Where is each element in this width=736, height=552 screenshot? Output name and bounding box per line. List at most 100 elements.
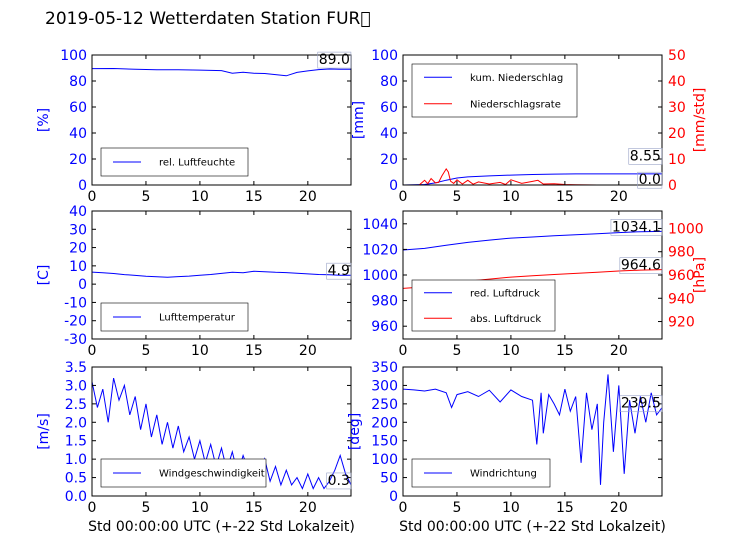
- x-tick-label-humidity: 20: [299, 189, 317, 205]
- x-tick-label-windspeed: 0: [88, 500, 97, 516]
- x-tick-label-precipitation: 15: [556, 189, 574, 205]
- last-value-label-windspeed: 0.3: [328, 473, 350, 489]
- last-value-label-humidity-box: [317, 51, 352, 69]
- y-tick-label-temperature: 0: [78, 277, 87, 293]
- y-tick-label-precipitation: 80: [380, 74, 398, 90]
- last-value-label-winddirection: 239.5: [621, 396, 661, 412]
- x-tick-label-winddirection: 10: [502, 500, 520, 516]
- y2-tick-label-precipitation: 20: [668, 126, 686, 142]
- y-tick-label-pressure: 1020: [362, 242, 398, 258]
- x-tick-label-pressure: 15: [556, 343, 574, 359]
- y-tick-label-temperature: -10: [64, 295, 87, 311]
- y2-tick-label-precipitation: 10: [668, 152, 686, 168]
- x-tick-label-precipitation: 5: [452, 189, 461, 205]
- y-tick-label-humidity: 0: [78, 178, 87, 194]
- legend-label-pressure-1: abs. Luftdruck: [470, 314, 541, 325]
- series-line-pressure-0: [403, 230, 662, 251]
- y-tick-label-temperature: 40: [69, 204, 87, 220]
- x-tick-label-windspeed: 20: [299, 500, 317, 516]
- y-tick-label-precipitation: 20: [380, 152, 398, 168]
- x-tick-label-windspeed: 10: [191, 500, 209, 516]
- y-axis-label-winddirection: [deg]: [347, 413, 363, 450]
- series-line-windspeed-0: [92, 377, 351, 490]
- x-tick-label-windspeed: 15: [245, 500, 263, 516]
- x-tick-label-precipitation: 0: [399, 189, 408, 205]
- x-tick-label-winddirection: 15: [556, 500, 574, 516]
- legend-label-pressure-0: red. Luftdruck: [470, 288, 540, 299]
- chart-windspeed: 0 5 10 15 20 0.0 0.5 1.0 1.5 2.0 2.5 3.0 3.5 [m/s] Std…: [36, 360, 355, 535]
- series-line-winddirection-0: [403, 374, 662, 485]
- last-value-label-temperature: 4.9: [328, 263, 350, 279]
- axes-frame-precipitation: [402, 54, 663, 186]
- x-tick-label-humidity: 0: [88, 189, 97, 205]
- x-tick-label-temperature: 20: [299, 343, 317, 359]
- last-value-label-precipitation-box: [628, 148, 663, 165]
- legend-label-precipitation-0: kum. Niederschlag: [470, 73, 563, 84]
- last-value-label-pressure-box: [610, 219, 663, 236]
- y-tick-label-winddirection: 150: [371, 434, 398, 450]
- axes-frame-windspeed: [91, 366, 352, 497]
- legend-label-winddirection-0: Windrichtung: [470, 469, 537, 480]
- y-tick-label-precipitation: 40: [380, 126, 398, 142]
- x-tick-label-pressure: 0: [399, 343, 408, 359]
- legend-label-precipitation-1: Niederschlagsrate: [470, 99, 561, 110]
- y2-tick-label-pressure: 960: [668, 268, 695, 284]
- y2-tick-label-precipitation: 30: [668, 100, 686, 116]
- y-tick-label-windspeed: 0.5: [65, 471, 87, 487]
- y2-axis-label-pressure: [hPa]: [692, 257, 708, 293]
- last-value-label-winddirection-box: [619, 395, 663, 413]
- series-line-precipitation-1: [403, 167, 662, 185]
- x-tick-label-temperature: 10: [191, 343, 209, 359]
- y-tick-label-winddirection: 100: [371, 452, 398, 468]
- x-tick-label-temperature: 15: [245, 343, 263, 359]
- y-tick-label-temperature: 30: [69, 222, 87, 238]
- x-tick-label-pressure: 20: [610, 343, 628, 359]
- x-tick-label-winddirection: 0: [399, 500, 408, 516]
- y-axis-label-precipitation: [mm]: [351, 101, 367, 139]
- series-line-humidity-0: [92, 67, 351, 77]
- y2-tick-label-precipitation: 40: [668, 74, 686, 90]
- y-tick-label-temperature: 20: [69, 241, 87, 257]
- y-tick-label-humidity: 40: [69, 126, 87, 142]
- y-tick-label-precipitation: 0: [389, 178, 398, 194]
- y-tick-label-winddirection: 50: [380, 471, 398, 487]
- legend-label-humidity-0: rel. Luftfeuchte: [159, 158, 235, 169]
- y-tick-label-pressure: 1040: [362, 217, 398, 233]
- chart-pressure: 0 5 10 15 20 960 980 1000 1020 1040 920 940 960 980 10…: [362, 210, 708, 359]
- x-tick-label-temperature: 5: [141, 343, 150, 359]
- axes-frame-winddirection: [402, 366, 663, 497]
- y-tick-label-humidity: 20: [69, 152, 87, 168]
- x-axis-label-winddirection: Std 00:00:00 UTC (+-22 Std Lokalzeit): [399, 519, 666, 535]
- last-value-label-pressure: 1034.1: [612, 219, 661, 235]
- y-tick-label-winddirection: 350: [371, 360, 398, 376]
- chart-temperature: 0 5 10 15 20 -30 -20 -10 0 10 20 30 40 [C] Lufttempera…: [36, 204, 352, 359]
- y-tick-label-windspeed: 3.5: [65, 360, 87, 376]
- x-tick-label-winddirection: 20: [610, 500, 628, 516]
- x-tick-label-precipitation: 20: [610, 189, 628, 205]
- y2-tick-label-pressure: 980: [668, 245, 695, 261]
- y2-tick-label-precipitation: 50: [668, 48, 686, 64]
- y-tick-label-precipitation: 100: [371, 48, 398, 64]
- y-tick-label-windspeed: 3.0: [65, 378, 87, 394]
- chart-precipitation: 0 5 10 15 20 0 20 40 60 80 100 0 10 20 30 40 50 [mm/std] […: [351, 48, 708, 205]
- y-tick-label-winddirection: 200: [371, 415, 398, 431]
- y-axis-label-windspeed: [m/s]: [36, 413, 52, 450]
- y-tick-label-winddirection: 0: [389, 489, 398, 505]
- legend-box-pressure: [411, 279, 556, 332]
- x-tick-label-precipitation: 10: [502, 189, 520, 205]
- y-tick-label-windspeed: 1.0: [65, 452, 87, 468]
- y-tick-label-windspeed: 2.0: [65, 415, 87, 431]
- x-tick-label-temperature: 0: [88, 343, 97, 359]
- figure-title: 2019-05-12 Wetterdaten Station FUR : [45, 9, 371, 29]
- x-tick-label-pressure: 5: [452, 343, 461, 359]
- x-tick-label-humidity: 10: [191, 189, 209, 205]
- y-tick-label-winddirection: 250: [371, 397, 398, 413]
- y-tick-label-precipitation: 60: [380, 100, 398, 116]
- y2-tick-label-pressure: 920: [668, 315, 695, 331]
- last-value-label-2-pressure: 964.6: [621, 258, 661, 274]
- last-value-label-2-precipitation: 0.0: [639, 172, 661, 188]
- y-tick-label-temperature: 10: [69, 259, 87, 275]
- last-value-label-windspeed-box: [326, 472, 352, 490]
- y-tick-label-temperature: -20: [64, 314, 87, 330]
